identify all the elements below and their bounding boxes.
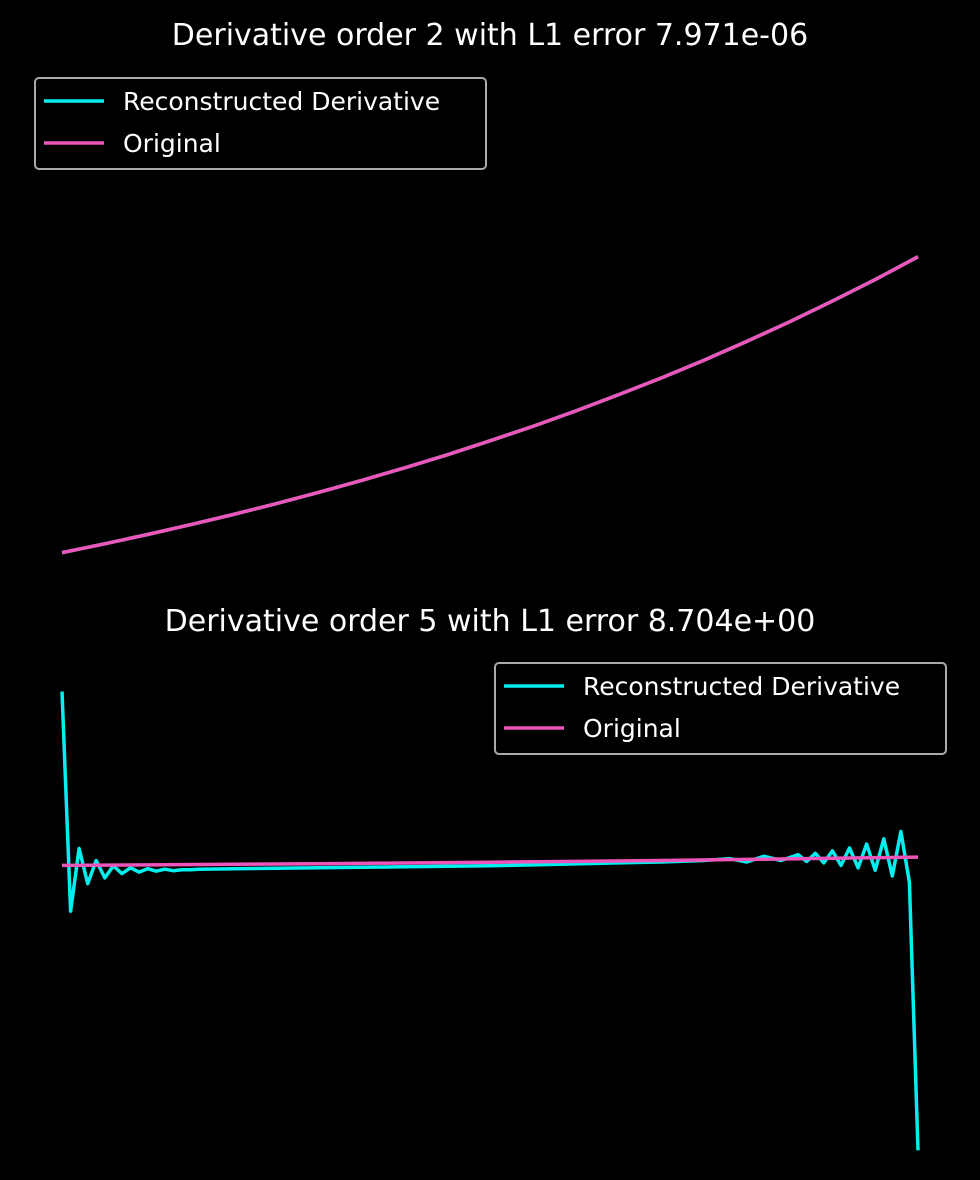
legend-label-reconstructed: Reconstructed Derivative <box>583 672 900 701</box>
legend: Reconstructed Derivative Original <box>34 77 487 170</box>
plot-area <box>61 255 919 555</box>
series-line-original <box>61 255 919 555</box>
plot-area <box>60 691 920 1151</box>
subplot-order-5: Derivative order 5 with L1 error 8.704e+… <box>60 604 947 1151</box>
series-line-reconstructed <box>60 691 920 1151</box>
legend: Reconstructed Derivative Original <box>494 662 947 755</box>
chart-title: Derivative order 5 with L1 error 8.704e+… <box>165 604 816 639</box>
chart-title: Derivative order 2 with L1 error 7.971e-… <box>172 18 808 53</box>
legend-label-reconstructed: Reconstructed Derivative <box>123 87 440 116</box>
legend-frame <box>494 662 947 755</box>
legend-label-original: Original <box>583 714 681 743</box>
legend-label-original: Original <box>123 129 221 158</box>
subplot-order-2: Derivative order 2 with L1 error 7.971e-… <box>34 18 919 555</box>
series-line-original <box>61 855 919 868</box>
legend-frame <box>34 77 487 170</box>
